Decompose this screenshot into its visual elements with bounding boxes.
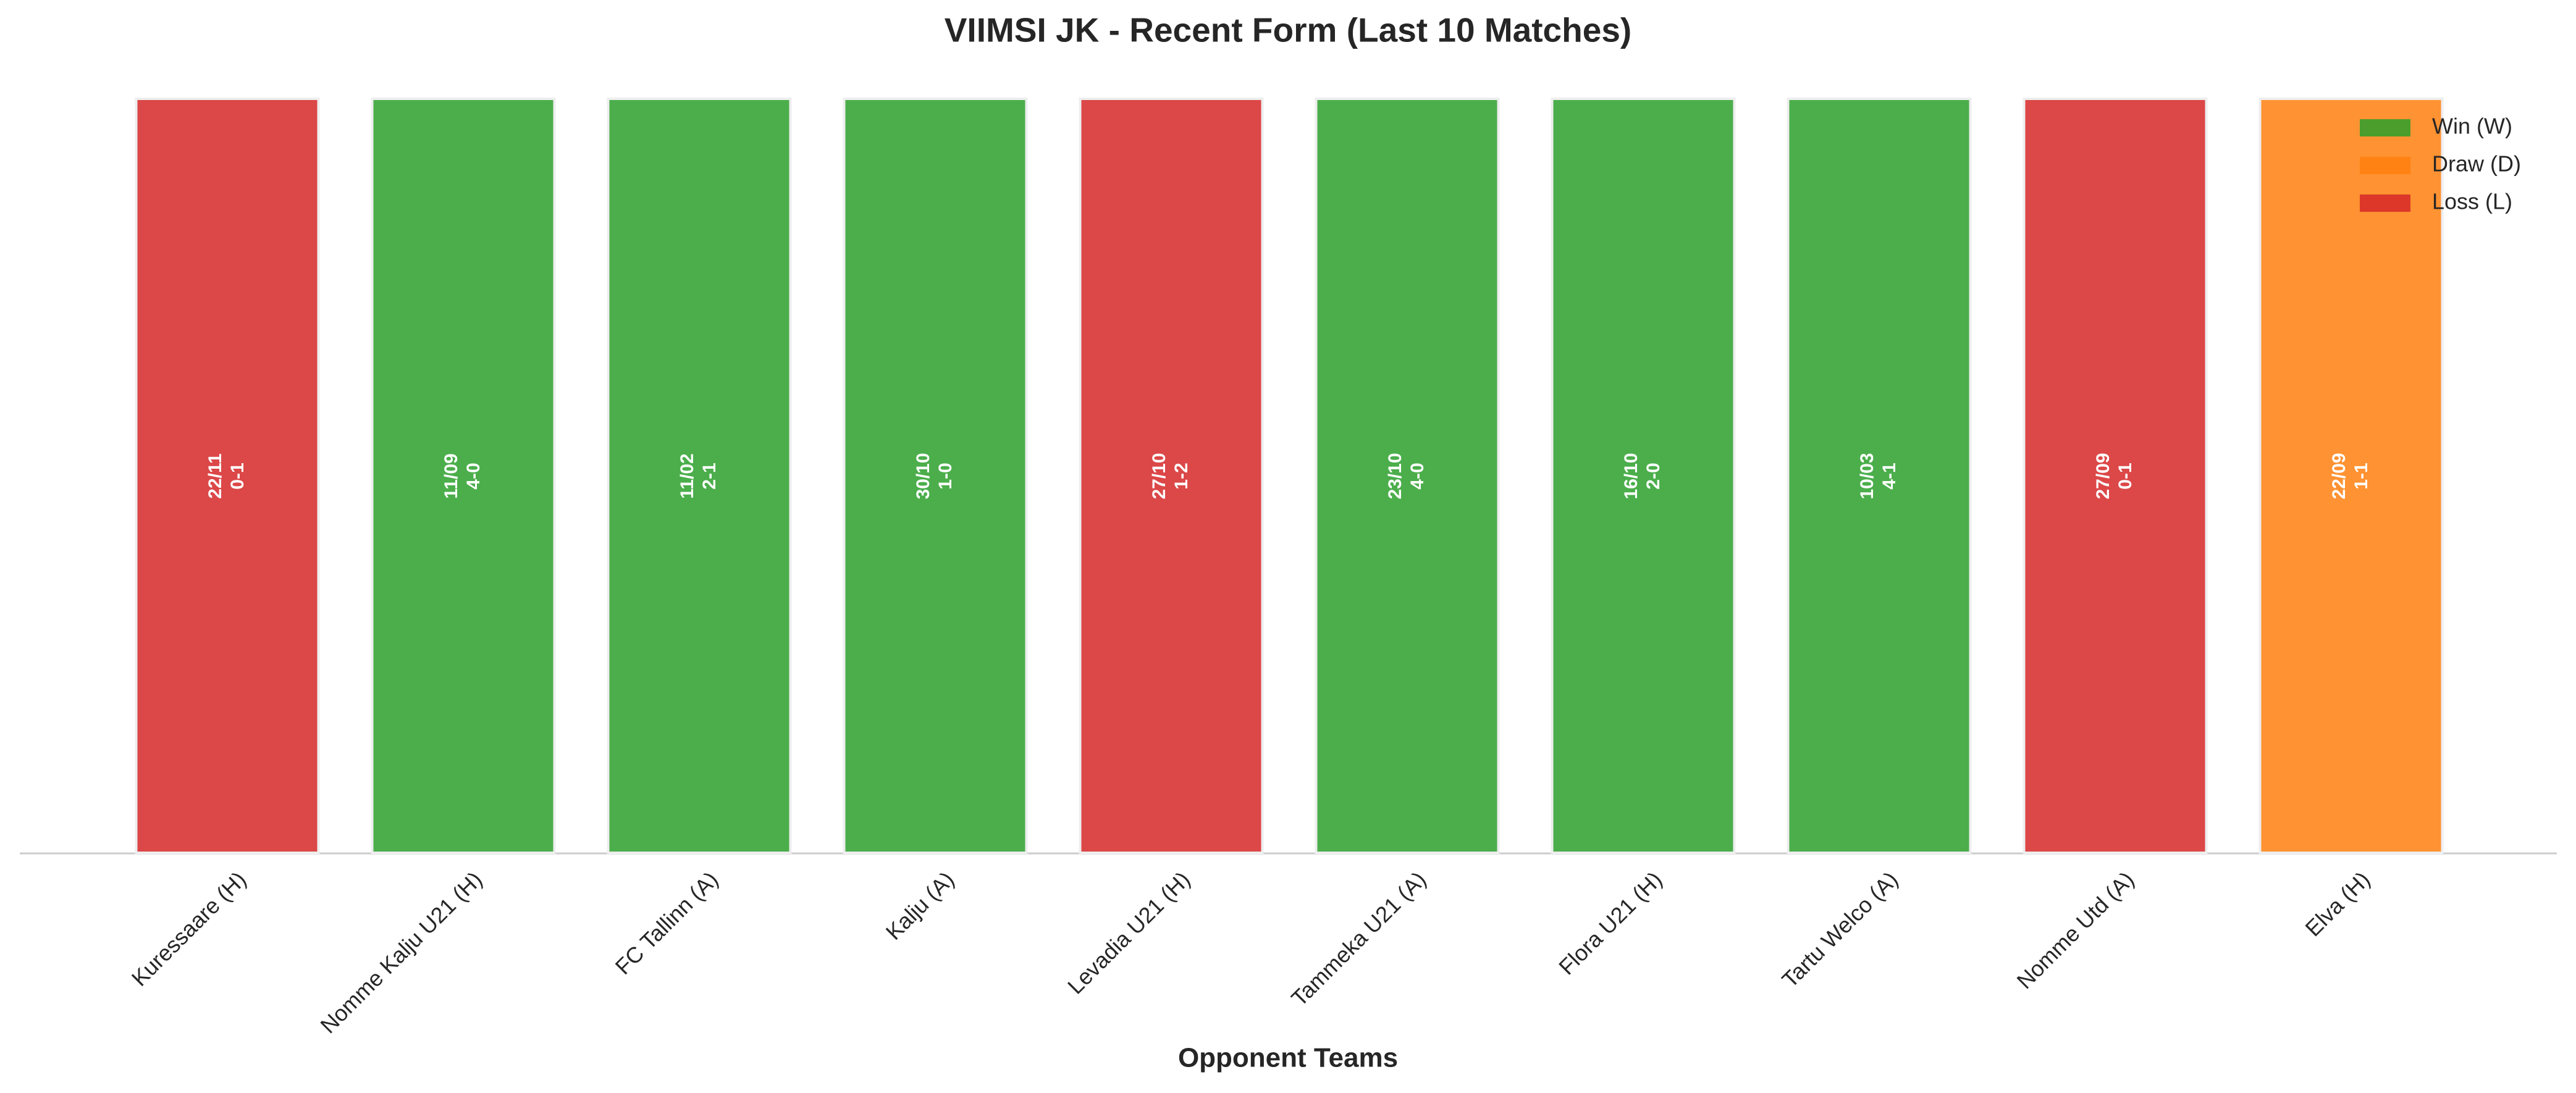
bar-score-label: 1-1 [2351, 463, 2372, 489]
x-tick-label: Nomme Kalju U21 (H) [315, 866, 487, 1038]
bar [843, 98, 1028, 854]
x-tick-label: Kalju (A) [881, 866, 959, 945]
bar-date-label: 22/09 [2329, 453, 2349, 499]
bar-date-label: 22/11 [205, 453, 225, 498]
bar [607, 98, 792, 854]
bar [2258, 98, 2444, 854]
bar [135, 98, 320, 854]
legend-label: Loss (L) [2432, 189, 2512, 214]
legend-label: Win (W) [2432, 114, 2512, 139]
x-tick-label: Flora U21 (H) [1554, 866, 1667, 979]
bar-score-label: 4-1 [1879, 463, 1900, 489]
bar [1315, 98, 1500, 854]
bar-date-label: 27/10 [1149, 453, 1169, 499]
bar-score-label: 2-1 [699, 463, 720, 489]
bar [1551, 98, 1736, 854]
x-axis-label: Opponent Teams [1178, 1043, 1398, 1073]
bar-date-label: 11/09 [441, 453, 461, 498]
bar-date-label: 30/10 [913, 453, 933, 499]
bar-date-label: 27/09 [2093, 453, 2113, 499]
x-tick-label: Nomme Utd (A) [2012, 866, 2139, 994]
legend-swatch [2360, 195, 2410, 212]
bar-score-label: 2-0 [1643, 463, 1664, 489]
bar-score-label: 4-0 [463, 463, 484, 489]
bar-date-label: 11/02 [677, 453, 697, 498]
x-tick-label: Tammeka U21 (A) [1286, 866, 1431, 1011]
bar-score-label: 0-1 [227, 463, 248, 489]
legend-swatch [2360, 157, 2410, 174]
bar-score-label: 1-2 [1171, 463, 1192, 489]
legend-swatch [2360, 119, 2410, 136]
x-tick-label: Tartu Welco (A) [1777, 866, 1903, 992]
bar [1787, 98, 1972, 854]
x-tick-label: Elva (H) [2300, 866, 2375, 941]
bar-date-label: 10/03 [1857, 453, 1877, 499]
bar [371, 98, 556, 854]
x-tick-label: Levadia U21 (H) [1063, 866, 1195, 999]
bar-score-label: 4-0 [1407, 463, 1428, 489]
x-tick-label: FC Tallinn (A) [610, 866, 723, 979]
bar-date-label: 23/10 [1385, 453, 1405, 499]
bar-score-label: 0-1 [2115, 463, 2136, 489]
x-tick-label: Kuressaare (H) [127, 866, 251, 991]
bar-score-label: 1-0 [935, 463, 956, 489]
legend-label: Draw (D) [2432, 151, 2521, 177]
bar [2022, 98, 2208, 854]
bar-date-label: 16/10 [1621, 453, 1641, 499]
bar [1079, 98, 1264, 854]
chart-title: VIIMSI JK - Recent Form (Last 10 Matches… [945, 11, 1632, 49]
